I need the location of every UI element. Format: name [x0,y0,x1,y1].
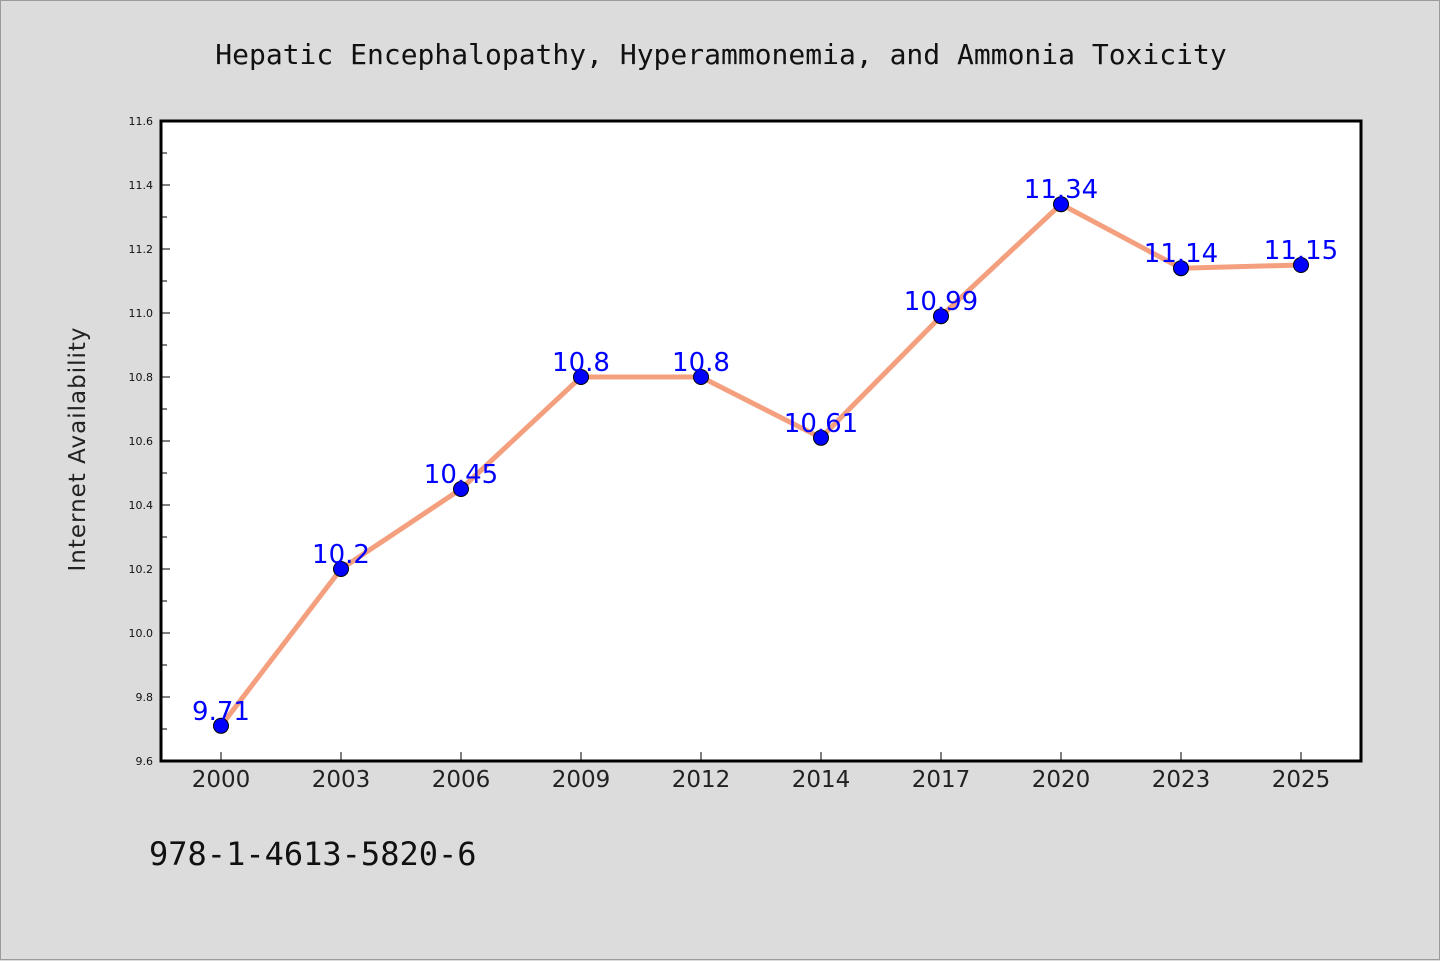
x-axis: 2000 2003 2006 2009 2012 2014 2017 2020 2023 2025 [192,752,1331,793]
data-point [333,561,349,577]
y-tick-label: 11.0 [129,307,154,320]
isbn-text: 978-1-4613-5820-6 [149,835,477,873]
y-tick-label: 11.4 [129,179,154,192]
x-tick-label: 2020 [1032,767,1091,793]
series-line-group: 9.71 10.2 10.45 10.8 10.8 10.61 10.99 11.34 11.1… [192,175,1338,734]
y-tick-label: 11.6 [129,115,154,128]
data-label: 11.14 [1144,239,1218,269]
x-tick-label: 2025 [1272,767,1331,793]
data-point [573,369,589,385]
x-tick-label: 2003 [312,767,371,793]
data-point [213,717,229,734]
series-line [218,201,1304,729]
data-label: 10.61 [784,409,858,439]
data-point [1053,196,1069,213]
x-tick-label: 2000 [192,767,251,793]
data-point [1173,260,1189,277]
data-label: 10.2 [312,540,370,570]
y-axis: 9.6 9.8 10.0 10.2 10.4 10.6 10.8 11.0 11.2 11.4 11… [129,115,170,768]
data-point [693,369,709,385]
data-label: 11.34 [1024,175,1098,205]
y-tick-label: 9.6 [136,755,154,768]
data-point [453,481,469,497]
x-tick-label: 2014 [792,767,851,793]
x-tick-label: 2012 [672,767,731,793]
y-tick-label: 10.8 [129,371,154,384]
data-point [933,308,949,325]
y-tick-label: 10.4 [129,499,154,512]
data-label: 11.15 [1264,236,1338,266]
y-tick-label: 10.0 [129,627,154,640]
chart-title: Hepatic Encephalopathy, Hyperammonemia, … [215,38,1226,71]
data-label: 10.45 [424,460,498,490]
data-label: 10.8 [672,348,730,378]
y-axis-label: Internet Availability [65,326,91,571]
x-tick-label: 2023 [1152,767,1211,793]
x-tick-label: 2006 [432,767,491,793]
y-tick-label: 11.2 [129,243,154,256]
y-tick-label: 10.2 [129,563,154,576]
data-label: 10.99 [904,287,978,317]
y-tick-label: 9.8 [136,691,154,704]
plot-area [159,119,1363,763]
data-point [813,429,829,446]
data-label: 9.71 [192,697,250,727]
x-tick-label: 2017 [912,767,971,793]
y-tick-label: 10.6 [129,435,154,448]
x-tick-label: 2009 [552,767,611,793]
data-label: 10.8 [552,348,610,378]
data-point [1293,257,1309,273]
